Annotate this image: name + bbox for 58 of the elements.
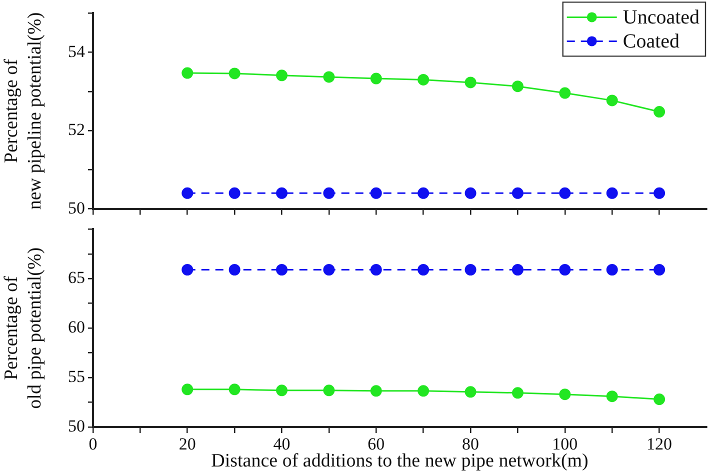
point [323,187,335,199]
point [182,187,194,199]
y-tick-label: 60 [68,318,85,337]
point [512,80,524,92]
y-tick-label: 54 [68,42,86,61]
point [654,106,666,118]
legend-label: Coated [622,30,680,52]
point [559,87,571,99]
point [418,385,430,397]
point [654,187,666,199]
point [370,187,382,199]
point [606,390,618,402]
x-tick-label: 120 [646,434,672,454]
point [323,264,335,276]
point [228,384,240,396]
point [323,71,335,83]
point [654,264,666,276]
point [370,385,382,397]
point [228,68,240,80]
point [370,264,382,276]
point [276,264,288,276]
point [370,72,382,84]
point [418,187,430,199]
point [464,187,476,199]
point [276,70,288,82]
point [418,74,430,86]
y-tick-label: 55 [68,367,85,386]
point [323,384,335,396]
point [512,187,524,199]
point [464,264,476,276]
x-tick-label: 20 [178,434,196,454]
y-axis-title: Percentage of old pipe potential(%) [0,247,46,409]
point [606,94,618,106]
point [606,187,618,199]
point [464,386,476,398]
point [559,388,571,400]
point [276,187,288,199]
point [559,187,571,199]
y-axis-title: Percentage of new pipeline potential(%) [0,12,46,210]
point [464,76,476,88]
point [418,264,430,276]
y-tick-label: 50 [68,416,85,436]
point [559,264,571,276]
point [512,387,524,399]
y-tick-label: 50 [68,198,85,218]
point [654,394,666,406]
point [276,384,288,396]
legend-label: Uncoated [622,6,700,28]
y-tick-label: 52 [68,120,85,140]
x-tick-label: 0 [88,434,98,454]
point [182,67,194,79]
y-tick-label: 65 [68,268,85,288]
point [228,264,240,276]
point [512,264,524,276]
point [182,384,194,396]
point [228,187,240,199]
point [606,264,618,276]
point [182,264,194,276]
